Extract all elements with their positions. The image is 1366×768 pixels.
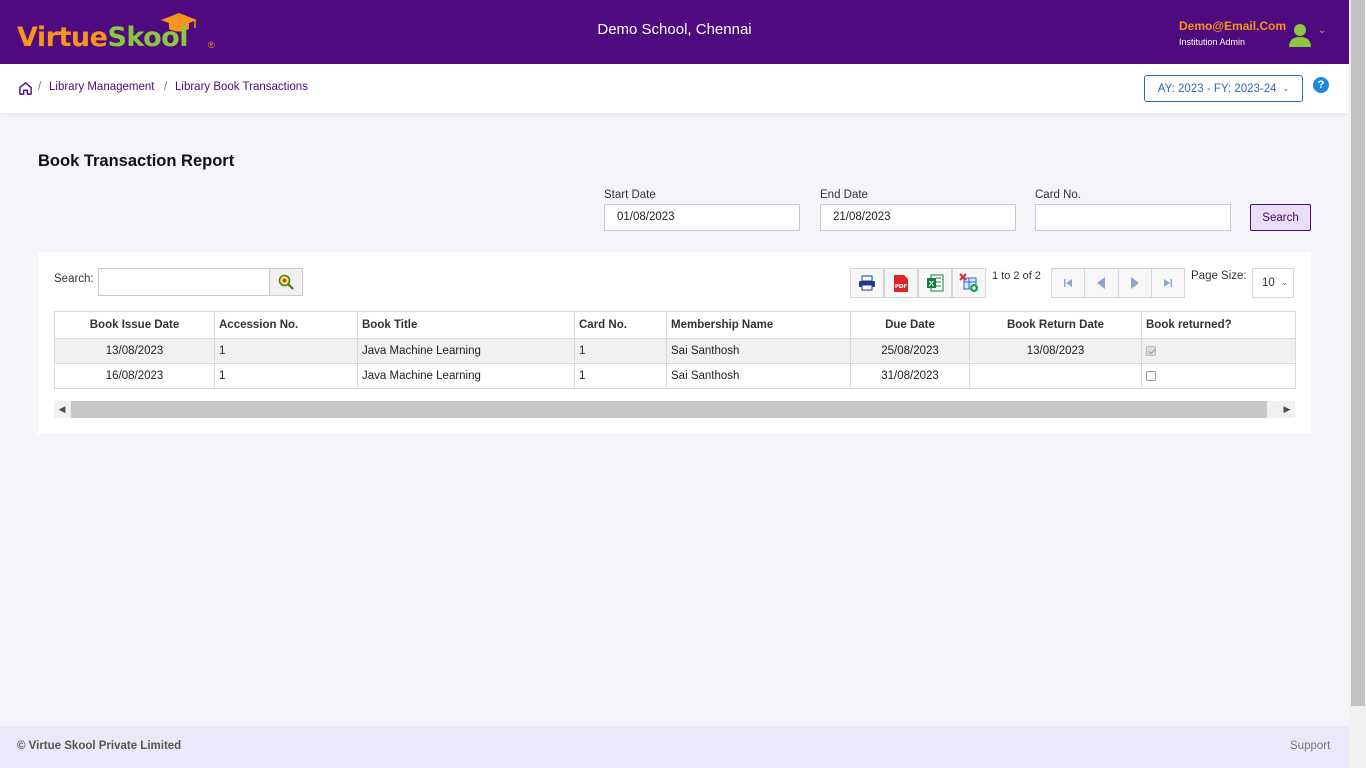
school-name: Demo School, Chennai [597, 21, 752, 38]
column-header[interactable]: Card No. [574, 311, 667, 339]
book-title-cell: Java Machine Learning [357, 363, 575, 389]
column-header[interactable]: Membership Name [666, 311, 851, 339]
app-footer: © Virtue Skool Private Limited Support [0, 726, 1349, 768]
last-page-button[interactable] [1152, 269, 1184, 297]
scroll-right-icon[interactable]: ▶ [1283, 404, 1291, 414]
accession-no-cell: 1 [214, 338, 358, 364]
registered-mark: ® [208, 40, 215, 50]
table-header-row: Book Issue Date Accession No. Book Title… [54, 311, 1296, 339]
breadcrumb-separator: / [38, 81, 42, 93]
column-header[interactable]: Accession No. [214, 311, 358, 339]
previous-page-icon [1097, 277, 1106, 289]
next-page-icon [1130, 277, 1139, 289]
issue-date-cell: 13/08/2023 [54, 338, 215, 364]
column-header[interactable]: Due Date [850, 311, 970, 339]
user-email[interactable]: Demo@Email.Com [1179, 19, 1287, 33]
report-grid-card: Search: PDF X [38, 252, 1311, 434]
column-header[interactable]: Book Return Date [969, 311, 1142, 339]
due-date-cell: 25/08/2023 [850, 338, 970, 364]
grid-search-input[interactable] [98, 268, 270, 296]
end-date-label: End Date [820, 189, 868, 201]
first-page-button[interactable] [1052, 269, 1086, 297]
svg-text:PDF: PDF [895, 284, 908, 290]
transactions-table: Book Issue Date Accession No. Book Title… [54, 311, 1296, 389]
grid-search-label: Search: [54, 273, 94, 285]
page-title: Book Transaction Report [38, 152, 235, 170]
returned-checkbox[interactable] [1146, 345, 1156, 356]
user-avatar-icon[interactable] [1288, 22, 1312, 48]
academic-year-select[interactable]: AY: 2023 - FY: 2023-24 ⌄ [1144, 75, 1303, 102]
due-date-cell: 31/08/2023 [850, 363, 970, 389]
grid-search-button[interactable] [269, 268, 303, 296]
school-name-wrap: Demo School, Chennai [0, 21, 1349, 38]
table-row[interactable]: 16/08/2023 1 Java Machine Learning 1 Sai… [54, 363, 1296, 389]
next-page-button[interactable] [1119, 269, 1152, 297]
export-excel-button[interactable]: X [918, 268, 952, 298]
pager-summary: 1 to 2 of 2 [992, 270, 1041, 282]
export-pdf-button[interactable]: PDF [884, 268, 918, 298]
membership-name-cell: Sai Santhosh [666, 338, 851, 364]
column-header[interactable]: Book Issue Date [54, 311, 215, 339]
vertical-scrollbar-thumb[interactable] [1351, 0, 1365, 706]
column-header[interactable]: Book returned? [1141, 311, 1296, 339]
accession-no-cell: 1 [214, 363, 358, 389]
book-title-cell: Java Machine Learning [357, 338, 575, 364]
first-page-icon [1064, 279, 1073, 287]
breadcrumb-separator: / [164, 81, 168, 93]
chevron-down-icon: ⌄ [1281, 278, 1288, 287]
horizontal-scrollbar-thumb[interactable] [71, 401, 1267, 418]
logo-text-virtue: Virtue [17, 22, 108, 53]
return-date-cell: 13/08/2023 [969, 338, 1142, 364]
breadcrumb-bar: / Library Management / Library Book Tran… [0, 64, 1349, 113]
breadcrumb-library-management[interactable]: Library Management [49, 81, 155, 93]
logo-text-skool: Skool [107, 22, 188, 53]
return-date-cell [969, 363, 1142, 389]
magnifier-icon [278, 274, 294, 290]
user-menu-chevron-icon[interactable]: ⌄ [1318, 25, 1327, 36]
returned-cell [1141, 338, 1296, 364]
issue-date-cell: 16/08/2023 [54, 363, 215, 389]
print-button[interactable] [850, 268, 884, 298]
card-no-cell: 1 [574, 363, 667, 389]
pager-controls [1051, 268, 1185, 298]
page-size-select[interactable]: 10 ⌄ [1252, 268, 1294, 298]
last-page-icon [1163, 279, 1172, 287]
start-date-label: Start Date [604, 189, 656, 201]
breadcrumb-library-book-transactions[interactable]: Library Book Transactions [175, 81, 308, 93]
excel-icon: X [927, 274, 944, 292]
page-size-label: Page Size: [1191, 270, 1247, 282]
horizontal-scrollbar[interactable]: ◀ ▶ [54, 401, 1295, 418]
card-no-label: Card No. [1035, 189, 1082, 201]
graduation-cap-icon [161, 13, 197, 32]
clear-filter-button[interactable] [952, 268, 986, 298]
copyright-text: © Virtue Skool Private Limited [17, 740, 182, 752]
printer-icon [859, 275, 875, 291]
column-header[interactable]: Book Title [357, 311, 575, 339]
search-button[interactable]: Search [1250, 204, 1311, 231]
table-row[interactable]: 13/08/2023 1 Java Machine Learning 1 Sai… [54, 338, 1296, 364]
scroll-left-icon[interactable]: ◀ [58, 404, 66, 414]
academic-year-label: AY: 2023 - FY: 2023-24 [1157, 82, 1277, 95]
card-no-input[interactable] [1035, 204, 1231, 231]
app-header: VirtueSkool ® Demo School, Chennai Demo@… [0, 0, 1349, 64]
previous-page-button[interactable] [1085, 269, 1119, 297]
virtueskool-logo[interactable]: VirtueSkool ® [17, 13, 217, 54]
svg-text:X: X [929, 280, 935, 288]
user-role: Institution Admin [1179, 37, 1246, 47]
membership-name-cell: Sai Santhosh [666, 363, 851, 389]
page-size-value: 10 [1262, 277, 1275, 289]
clear-filter-icon [959, 273, 978, 292]
returned-checkbox[interactable] [1146, 370, 1156, 381]
chevron-down-icon: ⌄ [1282, 84, 1290, 93]
help-icon[interactable]: ? [1313, 77, 1329, 93]
home-icon[interactable] [18, 81, 33, 96]
support-link[interactable]: Support [1290, 740, 1331, 752]
start-date-input[interactable]: 01/08/2023 [604, 204, 800, 231]
logo-text: VirtueSkool [17, 22, 188, 53]
card-no-cell: 1 [574, 338, 667, 364]
end-date-input[interactable]: 21/08/2023 [820, 204, 1016, 231]
pdf-icon: PDF [894, 274, 908, 292]
returned-cell [1141, 363, 1296, 389]
